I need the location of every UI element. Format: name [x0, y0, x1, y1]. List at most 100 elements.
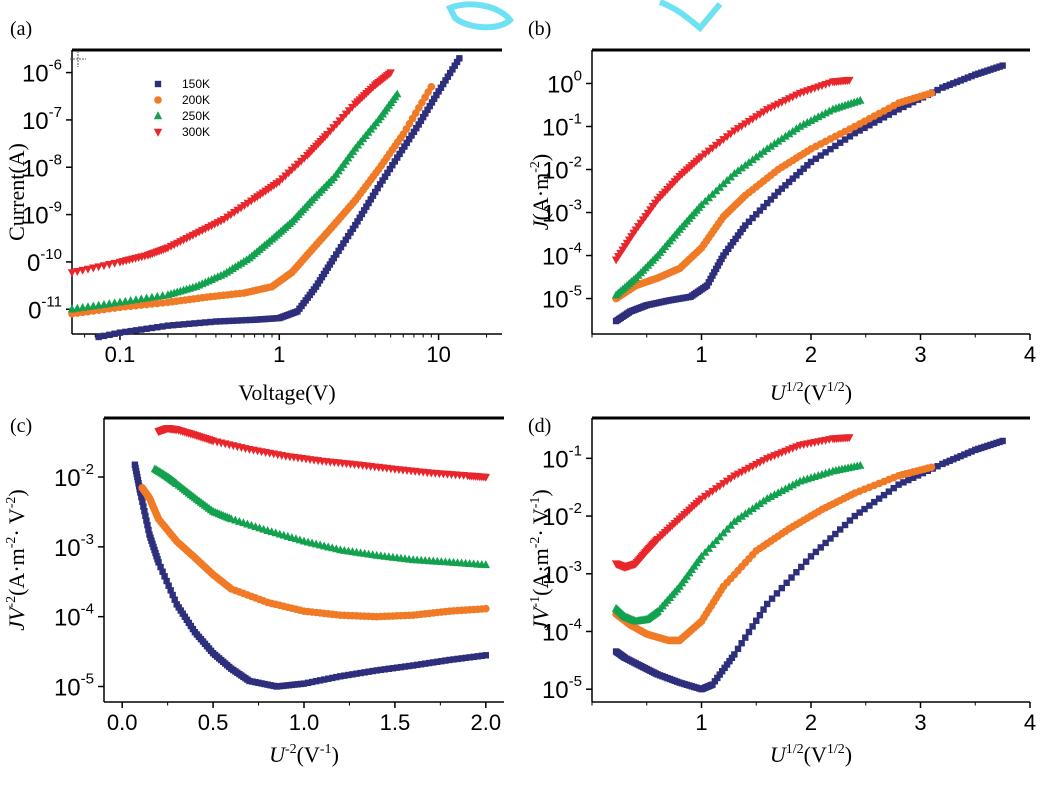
data-point: [409, 662, 417, 669]
data-point: [737, 163, 746, 172]
data-point: [234, 317, 241, 324]
data-point: [386, 69, 395, 78]
data-point: [434, 658, 441, 666]
x-tick-label: 1: [273, 342, 285, 367]
data-point: [386, 165, 394, 173]
data-point: [442, 77, 449, 84]
panel-c: (c) 0.0 0.5 1.0 1.5 2.0 10-2 10-3 10-4 10-5 U-2(V-…: [4, 415, 504, 767]
data-point: [714, 674, 721, 682]
data-point: [180, 321, 188, 328]
data-point: [99, 262, 109, 271]
data-point: [914, 472, 922, 479]
data-point: [422, 660, 429, 667]
y-tick-label: 0-10: [27, 246, 62, 277]
data-point: [781, 131, 790, 140]
data-point: [964, 74, 972, 81]
data-point: [212, 318, 220, 325]
series-group: [611, 62, 1006, 325]
data-point: [871, 498, 878, 506]
data-point: [749, 623, 756, 630]
data-point: [711, 678, 719, 685]
data-point: [157, 563, 164, 571]
data-point: [159, 568, 166, 575]
data-point: [148, 324, 156, 332]
series-200K: [68, 83, 436, 318]
data-point: [470, 653, 477, 661]
data-point: [934, 463, 941, 470]
data-point: [225, 317, 232, 325]
data-point: [716, 259, 723, 266]
data-point: [122, 328, 129, 336]
data-point: [481, 560, 491, 569]
data-point: [413, 124, 420, 132]
data-point: [330, 254, 338, 262]
data-point: [367, 196, 374, 203]
data-point: [749, 214, 756, 222]
data-point: [437, 84, 445, 91]
data-point: [766, 141, 776, 150]
data-point: [732, 235, 739, 243]
data-point: [300, 680, 308, 687]
data-point: [756, 611, 764, 619]
data-point: [845, 434, 854, 443]
y-tick-label: 10-4: [542, 615, 582, 646]
data-point: [745, 218, 753, 225]
data-point: [961, 75, 968, 83]
data-point: [389, 162, 396, 169]
data-point: [720, 252, 727, 259]
data-point: [705, 279, 712, 286]
data-point: [138, 493, 145, 501]
data-point: [337, 673, 344, 680]
data-point: [381, 666, 389, 673]
data-point: [353, 670, 360, 677]
data-point: [358, 210, 366, 218]
data-point: [895, 106, 902, 113]
data-point: [374, 184, 381, 192]
data-point: [832, 142, 839, 150]
data-point: [111, 330, 118, 337]
data-point: [788, 574, 795, 581]
series-300K: [154, 425, 491, 482]
data-point: [856, 127, 863, 134]
data-point: [369, 667, 376, 675]
data-point: [778, 584, 785, 592]
data-point: [827, 535, 834, 542]
data-point: [175, 321, 182, 328]
data-point: [733, 514, 743, 523]
data-point: [372, 188, 379, 196]
data-point: [401, 663, 409, 670]
data-point: [753, 617, 760, 624]
data-point: [170, 322, 177, 329]
data-point: [731, 651, 738, 658]
x-tick-label: 10: [426, 342, 450, 367]
data-point: [191, 320, 198, 327]
data-point: [165, 582, 172, 589]
data-point: [756, 207, 764, 214]
series-250K: [67, 89, 402, 313]
x-tick-label: 1.5: [380, 710, 411, 735]
y-tick-label: 10-5: [542, 283, 582, 314]
data-point: [999, 62, 1006, 69]
data-point: [438, 657, 445, 665]
x-tick-label: 0.5: [198, 710, 229, 735]
data-point: [242, 316, 250, 324]
x-tick-label: 4: [1024, 710, 1036, 735]
series-200K: [612, 89, 936, 303]
data-point: [739, 225, 747, 233]
panel-label: (b): [528, 18, 551, 40]
y-tick-label: 10-5: [54, 671, 94, 702]
x-tick-label: 0.0: [107, 710, 138, 735]
data-point: [216, 318, 224, 325]
data-point: [890, 108, 897, 116]
data-point: [474, 653, 481, 660]
data-point: [155, 559, 162, 566]
data-point: [782, 182, 789, 189]
y-axis-title: JV-1(A·m-2· V-1): [528, 489, 553, 631]
panel-label: (c): [10, 415, 32, 437]
data-point: [373, 667, 380, 674]
data-point: [927, 89, 936, 97]
data-point: [352, 221, 359, 229]
data-point: [164, 322, 172, 329]
data-point: [139, 498, 146, 506]
data-point: [349, 225, 357, 232]
